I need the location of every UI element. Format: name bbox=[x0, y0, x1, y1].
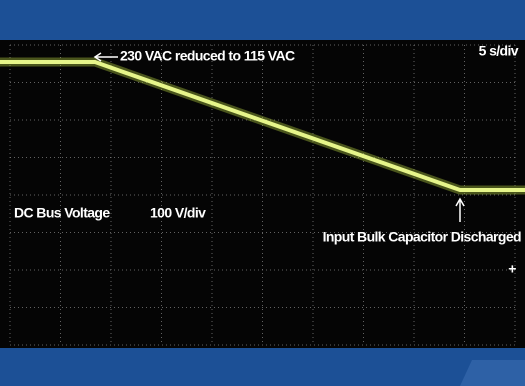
event-label: Input Bulk Capacitor Discharged bbox=[323, 229, 521, 245]
channel-label: DC Bus Voltage bbox=[14, 205, 110, 221]
bottom-band bbox=[0, 348, 525, 386]
scale-label: 100 V/div bbox=[150, 205, 206, 221]
marker: + bbox=[508, 261, 516, 277]
scope-screenshot: 230 VAC reduced to 115 VAC 5 s/div DC Bu… bbox=[0, 0, 525, 386]
timebase: 5 s/div bbox=[479, 43, 519, 59]
top-band bbox=[0, 0, 525, 40]
trace-note: 230 VAC reduced to 115 VAC bbox=[120, 48, 295, 64]
